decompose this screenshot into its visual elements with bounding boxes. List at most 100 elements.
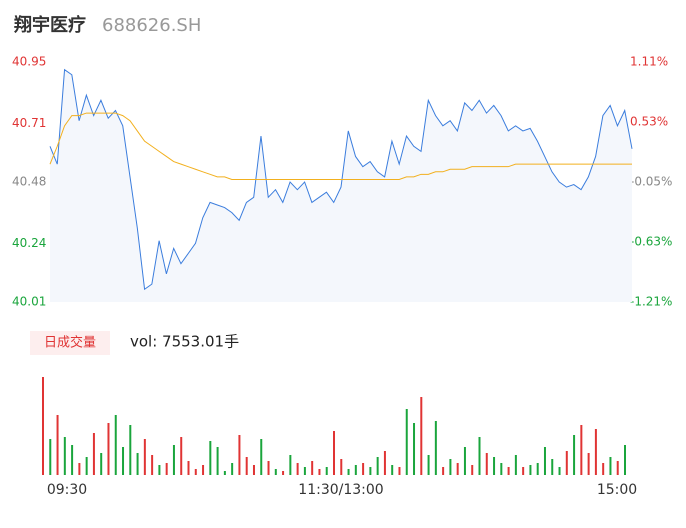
legend-button[interactable]	[30, 331, 110, 355]
legend-label[interactable]: 日成交量	[44, 335, 96, 351]
volume-bar	[573, 435, 576, 475]
volume-bar	[92, 433, 95, 475]
y-tick-label: 40.95	[12, 55, 46, 69]
volume-bar	[238, 435, 241, 475]
volume-bar	[42, 377, 44, 475]
volume-bar	[602, 463, 605, 475]
volume-bar	[362, 463, 365, 475]
volume-label: vol: 7553.01手	[130, 333, 239, 351]
volume-bar	[311, 461, 314, 475]
volume-bar	[420, 397, 423, 475]
volume-bar	[522, 467, 525, 475]
volume-bar	[71, 445, 74, 475]
volume-bar	[471, 465, 474, 475]
volume-bar	[289, 455, 292, 475]
volume-bar	[442, 467, 445, 475]
volume-bar	[587, 453, 590, 475]
volume-bar	[158, 465, 161, 475]
volume-bar	[78, 463, 81, 475]
volume-bar	[456, 463, 459, 475]
volume-bar	[478, 437, 481, 475]
volume-bar	[347, 469, 350, 475]
volume-bar	[558, 467, 561, 475]
volume-bar	[580, 425, 583, 475]
volume-bar	[231, 463, 234, 475]
volume-bar	[143, 439, 146, 475]
volume-bar	[434, 421, 437, 475]
volume-bar	[252, 465, 255, 475]
volume-bar	[216, 447, 219, 475]
volume-bar	[376, 457, 379, 475]
volume-bar	[624, 445, 626, 475]
y-tick-label: 40.48	[12, 175, 46, 189]
volume-bar	[202, 465, 205, 475]
volume-bar	[260, 439, 263, 475]
y-tick-label: 40.01	[12, 295, 46, 309]
volume-bar	[514, 455, 517, 475]
volume-bar	[354, 465, 357, 475]
y2-tick-label: 1.11%	[630, 55, 668, 69]
volume-bar	[165, 463, 168, 475]
volume-bar	[543, 447, 546, 475]
volume-bar	[383, 451, 386, 475]
y2-tick-label: -1.21%	[630, 295, 672, 309]
x-tick-label: 11:30/13:00	[298, 482, 383, 498]
stock-code: 688626.SH	[102, 15, 201, 36]
x-tick-label: 15:00	[597, 482, 637, 498]
volume-bar	[274, 469, 277, 475]
volume-bar	[340, 459, 343, 475]
volume-bar	[565, 451, 568, 475]
y-tick-label: 40.71	[12, 116, 46, 130]
volume-bar	[100, 453, 103, 475]
volume-bar	[107, 423, 110, 475]
volume-bar	[172, 445, 175, 475]
volume-bar	[427, 455, 430, 475]
y-tick-label: 40.24	[12, 236, 46, 250]
volume-bar	[318, 469, 321, 475]
y2-tick-label: 0.53%	[630, 115, 668, 129]
volume-bar	[609, 457, 612, 475]
volume-bar	[194, 469, 197, 475]
volume-bar	[282, 471, 285, 475]
volume-bar	[136, 453, 139, 475]
volume-bar	[325, 467, 328, 475]
volume-bar	[187, 461, 190, 475]
average-line	[49, 112, 632, 180]
volume-bar	[391, 465, 394, 475]
volume-bar	[333, 431, 335, 475]
volume-bar	[209, 441, 212, 475]
volume-bar	[616, 461, 619, 475]
volume-bar	[223, 471, 226, 475]
volume-bar	[267, 461, 270, 475]
x-tick-label: 09:30	[47, 482, 87, 498]
volume-bar	[485, 453, 488, 475]
volume-bar	[398, 467, 401, 475]
volume-bar	[129, 425, 132, 475]
volume-bar	[536, 463, 539, 475]
volume-bar	[463, 447, 466, 475]
volume-bar	[413, 423, 416, 475]
volume-bar	[303, 467, 306, 475]
volume-bar	[245, 457, 248, 475]
volume-bar	[63, 437, 66, 475]
volume-bar	[500, 463, 503, 475]
volume-bar	[594, 429, 597, 475]
volume-bar	[49, 439, 52, 475]
stock-name: 翔宇医疗	[13, 14, 86, 36]
volume-bar	[405, 409, 408, 475]
volume-bar	[369, 467, 372, 475]
volume-bar	[507, 467, 510, 475]
volume-bar	[85, 457, 88, 475]
y2-tick-label: -0.05%	[630, 175, 672, 189]
volume-bar	[296, 463, 299, 475]
volume-bar	[529, 465, 532, 475]
y2-tick-label: -0.63%	[630, 235, 672, 249]
volume-bar	[56, 415, 59, 475]
volume-bar	[449, 459, 452, 475]
volume-bar	[180, 437, 183, 475]
volume-bar	[122, 447, 125, 475]
volume-bar	[114, 415, 117, 475]
volume-bar	[151, 455, 154, 475]
volume-bar	[551, 459, 554, 475]
